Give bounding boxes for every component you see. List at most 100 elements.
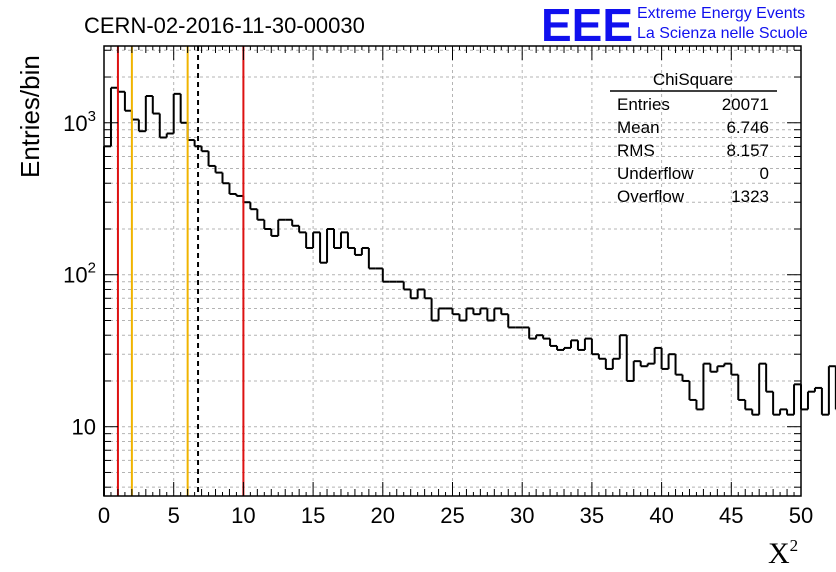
stats-box: ChiSquare Entries 20071 Mean 6.746 RMS 8.157 U… xyxy=(610,70,777,206)
histogram-bin xyxy=(583,337,592,350)
histogram-bin xyxy=(590,338,599,356)
histogram-bin xyxy=(779,408,788,415)
histogram-bin xyxy=(730,363,739,376)
histogram-bin xyxy=(646,362,655,367)
x-axis-label-superscript: 2 xyxy=(790,536,799,555)
histogram-bin xyxy=(813,386,822,392)
histogram-bin xyxy=(165,132,174,138)
histogram-bin xyxy=(535,334,544,339)
histogram-bin xyxy=(465,307,474,321)
histogram-bin xyxy=(151,96,160,115)
histogram-bin xyxy=(688,380,697,401)
histogram-bin xyxy=(528,327,537,340)
histogram-bin xyxy=(653,346,662,364)
histogram-bin xyxy=(702,362,711,410)
histogram-bin xyxy=(298,225,307,234)
histogram-bin xyxy=(451,308,460,316)
histogram-bin xyxy=(207,151,216,167)
stats-row-label: Overflow xyxy=(617,187,685,206)
y-tick-label-exponent: 3 xyxy=(88,108,96,125)
histogram-bin xyxy=(709,363,718,373)
histogram-bin xyxy=(116,87,125,93)
y-axis-label: Entries/bin xyxy=(15,55,45,178)
histogram-bin xyxy=(806,390,815,410)
histogram-bin xyxy=(360,246,369,255)
histogram-bin xyxy=(576,340,585,351)
histogram-bin xyxy=(137,119,146,133)
histogram-bin xyxy=(103,145,111,496)
stats-row-value: 20071 xyxy=(722,95,769,114)
histogram-bin xyxy=(800,384,808,411)
histogram-bin xyxy=(270,228,279,237)
histogram-bin xyxy=(639,361,648,368)
histogram-bin xyxy=(242,195,251,204)
histogram-bin xyxy=(604,358,613,370)
logo-text: EEE xyxy=(541,0,633,51)
histogram-bin xyxy=(625,335,634,382)
x-tick-label: 20 xyxy=(371,503,395,528)
stats-row-label: RMS xyxy=(617,141,655,160)
y-tick-label-base: 10 xyxy=(72,415,96,440)
histogram-bin xyxy=(123,91,132,112)
stats-box-name: ChiSquare xyxy=(653,70,733,89)
histogram-bin xyxy=(200,146,209,153)
eee-logo: EEE Extreme Energy Events La Scienza nel… xyxy=(541,0,808,51)
histogram-bin xyxy=(109,86,118,147)
histogram-bin xyxy=(569,339,578,348)
histogram-bin xyxy=(381,268,390,283)
histogram-bin xyxy=(695,399,704,411)
histogram-bin xyxy=(221,172,230,185)
stats-row-label: Entries xyxy=(617,95,670,114)
histogram-bin xyxy=(618,334,627,359)
histogram-bin xyxy=(158,113,167,139)
histogram-bin xyxy=(681,374,690,382)
histogram-bin xyxy=(249,202,258,211)
histogram-bin xyxy=(563,346,571,350)
stats-row-value: 1323 xyxy=(731,187,769,206)
histogram-bin xyxy=(346,232,355,249)
x-tick-label: 45 xyxy=(719,503,743,528)
histogram-bin xyxy=(416,288,425,299)
histogram-bin xyxy=(716,365,725,372)
x-tick-label: 10 xyxy=(231,503,255,528)
histogram-bin xyxy=(820,387,829,416)
histogram-bin xyxy=(305,232,314,249)
histogram-bin xyxy=(486,308,495,322)
histogram-bin xyxy=(367,247,376,270)
histogram-bin xyxy=(793,383,801,415)
x-tick-label: 0 xyxy=(98,503,110,528)
histogram-bin xyxy=(423,289,432,300)
histogram-bin xyxy=(632,360,641,381)
logo-line-1: Extreme Energy Events xyxy=(637,5,805,22)
histogram-bin xyxy=(437,307,446,321)
histogram-bin xyxy=(611,357,620,369)
chart-title: CERN-02-2016-11-30-00030 xyxy=(84,13,365,38)
stats-row-value: 8.157 xyxy=(726,141,769,160)
histogram-bin xyxy=(256,209,265,221)
histogram-bin xyxy=(458,314,467,322)
x-tick-label: 5 xyxy=(168,503,180,528)
marker-lines xyxy=(116,46,245,496)
histogram-bin xyxy=(402,281,411,291)
histogram-bin xyxy=(326,227,335,263)
histogram-bin xyxy=(667,353,676,369)
logo-line-2: La Scienza nelle Scuole xyxy=(637,25,808,42)
histogram-bin xyxy=(758,362,767,415)
histogram-bin xyxy=(597,354,606,360)
histogram-bin xyxy=(772,391,781,416)
y-tick-label: 102 xyxy=(63,260,96,288)
histogram-bin xyxy=(660,347,669,370)
x-tick-label: 50 xyxy=(789,503,813,528)
histogram-bin xyxy=(144,95,153,132)
histogram-bin xyxy=(472,308,481,316)
stats-row-label: Underflow xyxy=(617,164,694,183)
histogram-bin xyxy=(312,231,321,248)
histogram-bin xyxy=(542,335,551,340)
histogram-bin xyxy=(409,289,418,300)
x-tick-label: 30 xyxy=(510,503,534,528)
stats-row-label: Mean xyxy=(617,118,660,137)
histogram-bin xyxy=(786,409,795,416)
histogram-bin xyxy=(479,307,488,315)
x-axis-label-base: X xyxy=(768,537,790,570)
